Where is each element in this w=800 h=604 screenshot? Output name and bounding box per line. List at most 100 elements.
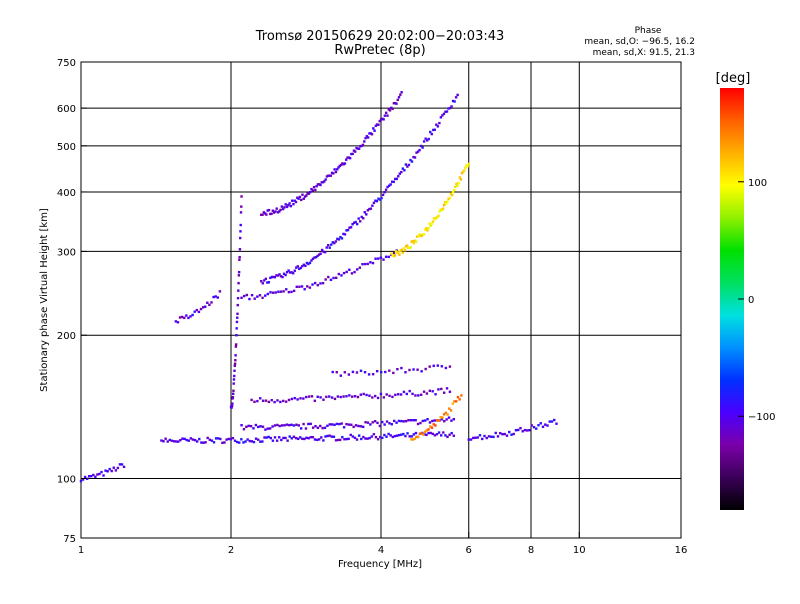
data-point: [345, 422, 348, 426]
data-point: [308, 261, 312, 265]
data-point: [377, 257, 380, 260]
data-point: [332, 435, 336, 438]
data-point: [357, 424, 360, 428]
data-point: [217, 437, 220, 440]
data-point: [325, 246, 328, 249]
data-point: [376, 438, 380, 441]
data-point: [417, 235, 420, 238]
data-point: [242, 427, 246, 431]
data-point: [431, 390, 434, 393]
data-point: [410, 438, 413, 441]
data-point: [394, 177, 397, 181]
data-point: [451, 402, 454, 405]
data-point: [263, 212, 267, 215]
data-point: [359, 393, 363, 396]
data-point: [429, 431, 432, 435]
data-point: [370, 133, 374, 136]
data-point: [235, 327, 238, 330]
data-point: [402, 390, 406, 394]
data-point: [387, 108, 390, 111]
data-point: [202, 441, 205, 444]
data-point: [400, 91, 403, 94]
data-point: [198, 437, 201, 441]
data-point: [384, 111, 388, 115]
data-point: [434, 393, 437, 396]
data-point: [360, 215, 363, 219]
data-point: [431, 432, 434, 436]
data-point: [276, 211, 280, 214]
data-point: [311, 435, 315, 439]
data-point: [238, 255, 241, 259]
data-point: [313, 281, 317, 285]
data-point: [400, 366, 403, 370]
data-point: [396, 393, 400, 396]
data-point: [401, 167, 405, 170]
data-point: [223, 441, 226, 444]
data-point: [292, 424, 296, 427]
data-point: [368, 132, 371, 135]
data-point: [288, 435, 291, 438]
data-point: [232, 389, 235, 392]
data-point: [395, 421, 398, 424]
data-point: [481, 437, 484, 441]
data-point: [337, 272, 341, 276]
data-point: [378, 435, 382, 439]
data-point: [174, 440, 178, 443]
data-point: [458, 176, 461, 179]
data-point: [330, 396, 334, 399]
data-point: [397, 419, 401, 423]
data-point: [307, 437, 310, 440]
data-point: [193, 438, 197, 442]
data-point: [252, 440, 256, 444]
data-point: [397, 96, 401, 99]
data-point: [426, 229, 429, 232]
data-point: [348, 268, 351, 271]
data-point: [233, 364, 236, 367]
data-point: [334, 276, 338, 280]
data-point: [371, 421, 374, 424]
data-point: [440, 387, 443, 391]
data-point: [376, 421, 379, 425]
data-point: [321, 281, 325, 285]
data-point: [90, 474, 93, 478]
data-point: [239, 230, 242, 233]
data-point: [311, 426, 315, 429]
data-point: [430, 426, 434, 429]
data-point: [338, 422, 341, 426]
x-tick-label: 4: [378, 545, 384, 556]
data-point: [374, 435, 378, 439]
data-point: [120, 463, 124, 466]
data-point: [330, 435, 334, 438]
data-point: [357, 434, 361, 437]
data-point: [400, 433, 403, 436]
data-point: [395, 177, 398, 181]
data-point: [460, 394, 463, 397]
data-point: [402, 420, 405, 423]
data-point: [375, 369, 379, 373]
data-point: [336, 438, 340, 442]
data-point: [407, 419, 410, 422]
data-point: [339, 395, 342, 399]
data-point: [335, 371, 338, 374]
data-point: [442, 413, 446, 416]
data-point: [368, 207, 371, 211]
data-point: [338, 164, 342, 168]
data-point: [160, 439, 163, 442]
data-point: [340, 274, 343, 277]
data-point: [293, 396, 296, 400]
data-point: [279, 400, 282, 404]
data-point: [354, 424, 358, 427]
data-point: [428, 389, 431, 392]
data-point: [279, 275, 283, 278]
data-point: [245, 293, 249, 297]
data-point: [402, 432, 405, 436]
data-point: [239, 211, 243, 214]
data-point: [380, 370, 383, 374]
data-point: [245, 425, 248, 429]
data-point: [416, 150, 420, 153]
data-point: [323, 180, 326, 183]
data-point: [326, 424, 329, 428]
data-point: [372, 201, 376, 205]
data-point: [356, 147, 360, 150]
data-point: [422, 140, 426, 143]
